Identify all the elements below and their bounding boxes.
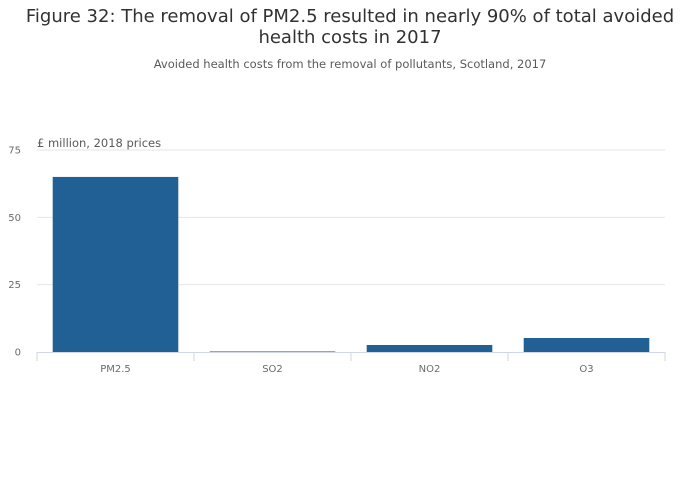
x-tick-label: PM2.5 [100, 364, 131, 375]
y-tick-label: 75 [8, 146, 21, 157]
y-axis-ticks: 0 25 50 75 [8, 146, 21, 359]
chart-subtitle: Avoided health costs from the removal of… [153, 57, 547, 71]
bars [52, 176, 650, 352]
y-axis-unit-label: £ million, 2018 prices [37, 136, 161, 150]
bar-o3 [523, 337, 650, 352]
x-tick-label: SO2 [262, 364, 283, 375]
y-tick-label: 50 [8, 213, 21, 224]
x-tick-label: NO2 [419, 364, 441, 375]
y-tick-label: 25 [8, 280, 21, 291]
bar-so2 [209, 351, 336, 352]
x-tick-label: O3 [579, 364, 593, 375]
x-axis: PM2.5 SO2 NO2 O3 [36, 352, 666, 375]
y-tick-label: 0 [15, 348, 21, 359]
bar-no2 [366, 344, 493, 352]
bar-pm25 [52, 176, 179, 352]
chart-title: Figure 32: The removal of PM2.5 resulted… [25, 6, 675, 48]
